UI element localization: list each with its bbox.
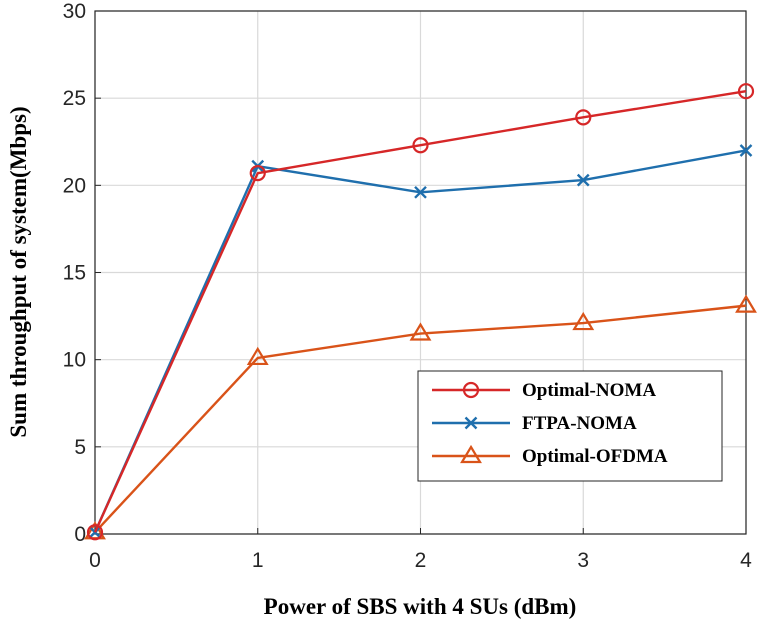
- data-point: [246, 346, 269, 366]
- series-group: [84, 83, 757, 541]
- data-point: [249, 165, 266, 182]
- data-point: [739, 144, 753, 157]
- data-point: [575, 109, 592, 126]
- y-tick-label: 0: [74, 523, 86, 546]
- legend-marker: [464, 416, 478, 430]
- y-tick-label: 15: [63, 262, 86, 285]
- legend-entry: FTPA-NOMA: [432, 413, 637, 434]
- data-point: [414, 185, 427, 199]
- series-line: [94, 304, 747, 534]
- data-point: [576, 173, 590, 187]
- data-point: [572, 311, 595, 331]
- data-point: [737, 83, 755, 100]
- y-tick-label: 5: [74, 436, 86, 459]
- x-tick-label: 4: [740, 549, 752, 572]
- x-tick-label: 2: [415, 549, 427, 572]
- x-tick-label: 1: [252, 549, 264, 572]
- data-point: [86, 524, 104, 541]
- data-point: [412, 137, 429, 154]
- data-point: [88, 525, 102, 539]
- series-line: [93, 90, 747, 533]
- y-tick-label: 25: [63, 87, 86, 110]
- legend-marker: [462, 381, 480, 399]
- data-point: [735, 294, 757, 313]
- y-tick-label: 20: [63, 174, 86, 197]
- legend-entry: Optimal-OFDMA: [432, 444, 668, 467]
- legend-label: FTPA-NOMA: [522, 413, 637, 434]
- x-axis-label: Power of SBS with 4 SUs (dBm): [264, 594, 577, 619]
- x-tick-label: 3: [577, 549, 589, 572]
- legend: Optimal-NOMA FTPA-NOMA Optimal-OFDMA: [417, 370, 723, 482]
- x-tick-label: 0: [89, 549, 101, 572]
- series-optimal-noma: [86, 83, 755, 541]
- y-axis-label: Sum throughput of system(Mbps): [6, 106, 31, 437]
- legend-label: Optimal-NOMA: [522, 380, 656, 401]
- y-tick-label: 30: [63, 0, 86, 23]
- legend-label: Optimal-OFDMA: [522, 446, 668, 467]
- y-tick-label: 10: [63, 349, 86, 372]
- legend-marker: [460, 444, 482, 464]
- legend-entry: Optimal-NOMA: [432, 380, 656, 401]
- data-point: [409, 322, 432, 341]
- y-axis: 0 5 10 15 20 25 30: [63, 0, 101, 546]
